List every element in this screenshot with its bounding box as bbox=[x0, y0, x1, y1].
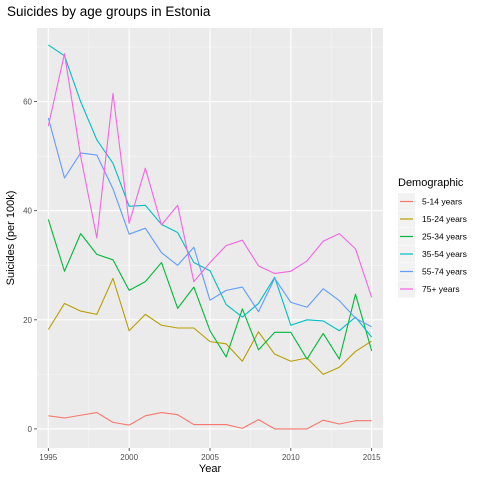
legend-label: 25-34 years bbox=[422, 232, 467, 242]
legend-label: 55-74 years bbox=[422, 267, 467, 277]
legend-label: 15-24 years bbox=[422, 214, 467, 224]
y-tick-label: 40 bbox=[23, 207, 32, 216]
legend-label: 35-54 years bbox=[422, 249, 467, 259]
legend-item: 35-54 years bbox=[398, 246, 467, 263]
y-axis-ticks: 0 20 40 60 bbox=[23, 98, 37, 434]
legend: Demographic 5-14 years 15-24 years 25-34 y… bbox=[398, 177, 467, 298]
x-axis-ticks: 1995 2000 2005 2010 2015 bbox=[39, 448, 381, 462]
legend-item: 75+ years bbox=[398, 281, 460, 298]
legend-label: 75+ years bbox=[422, 284, 460, 294]
legend-item: 5-14 years bbox=[398, 193, 462, 210]
y-tick-label: 60 bbox=[23, 98, 32, 107]
y-axis-title: Suicides (per 100k) bbox=[5, 191, 17, 286]
y-tick-label: 0 bbox=[28, 425, 33, 434]
legend-item: 15-24 years bbox=[398, 211, 467, 228]
legend-title: Demographic bbox=[398, 177, 464, 189]
x-tick-label: 1995 bbox=[39, 453, 57, 462]
x-tick-label: 2015 bbox=[363, 453, 381, 462]
legend-item: 25-34 years bbox=[398, 228, 467, 245]
x-axis-title: Year bbox=[199, 463, 222, 475]
chart-title: Suicides by age groups in Estonia bbox=[7, 4, 211, 19]
legend-label: 5-14 years bbox=[422, 197, 462, 207]
y-tick-label: 20 bbox=[23, 316, 32, 325]
x-tick-label: 2000 bbox=[120, 453, 138, 462]
x-tick-label: 2010 bbox=[282, 453, 300, 462]
legend-item: 55-74 years bbox=[398, 263, 467, 280]
x-tick-label: 2005 bbox=[201, 453, 219, 462]
